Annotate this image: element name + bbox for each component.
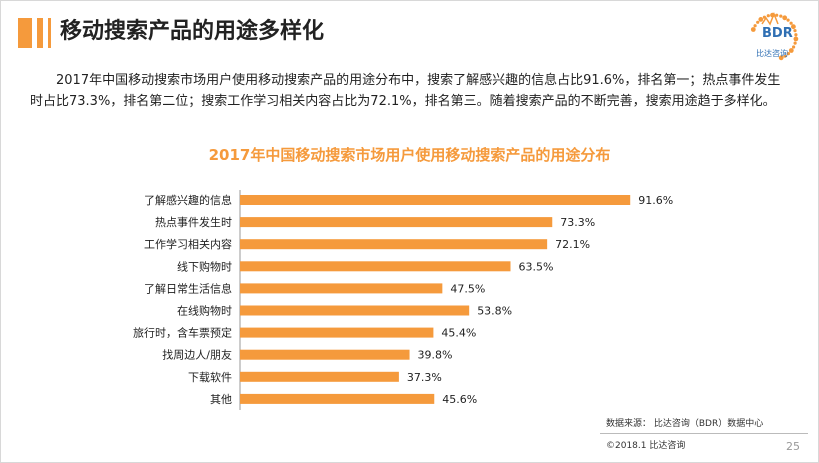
page-title: 移动搜索产品的用途多样化 <box>60 19 325 44</box>
category-label: 了解感兴趣的信息 <box>144 193 232 207</box>
bar <box>240 393 435 404</box>
value-label: 91.6% <box>638 194 673 207</box>
intro-paragraph: 2017年中国移动搜索市场用户使用移动搜索产品的用途分布中，搜索了解感兴趣的信息… <box>30 73 781 109</box>
category-label: 旅行时，含车票预定 <box>133 326 232 340</box>
bar <box>240 217 553 228</box>
value-label: 37.3% <box>407 371 442 384</box>
value-label: 63.5% <box>519 260 554 273</box>
value-label: 39.8% <box>418 349 453 362</box>
value-label: 47.5% <box>450 282 485 295</box>
bar <box>240 195 631 205</box>
bar-chart: 了解感兴趣的信息 91.6% 热点事件发生时 73.3% 工作学习相关内容 72.1% 线下… <box>133 190 673 410</box>
value-label: 72.1% <box>555 238 590 251</box>
bar <box>240 305 470 316</box>
logo-text: BDR <box>762 26 793 41</box>
category-label: 热点事件发生时 <box>155 215 232 229</box>
bar <box>240 327 434 338</box>
bdr-logo: BDR 比达咨询 <box>744 10 804 64</box>
value-label: 73.3% <box>560 216 595 229</box>
value-label: 45.6% <box>442 393 477 406</box>
logo-subtext: 比达咨询 <box>756 49 788 58</box>
chart-title: 2017年中国移动搜索市场用户使用移动搜索产品的用途分布 <box>208 146 611 164</box>
bar <box>240 239 548 250</box>
category-label: 工作学习相关内容 <box>144 237 232 251</box>
category-label: 在线购物时 <box>177 304 232 318</box>
page-number: 25 <box>786 440 800 453</box>
bar <box>240 283 443 294</box>
footer-divider <box>600 433 808 434</box>
category-label: 线下购物时 <box>177 259 232 273</box>
copyright: ©2018.1 比达咨询 <box>606 441 686 451</box>
bar <box>240 349 410 360</box>
data-source: 数据来源： 比达咨询（BDR）数据中心 <box>606 419 764 429</box>
title-decoration-bar <box>48 18 51 48</box>
value-label: 53.8% <box>477 305 512 318</box>
bar <box>240 261 511 272</box>
category-label: 了解日常生活信息 <box>144 281 232 295</box>
title-decoration-bar <box>18 18 32 48</box>
value-label: 45.4% <box>441 327 476 340</box>
category-label: 下载软件 <box>188 370 232 384</box>
category-label: 其他 <box>210 393 232 406</box>
title-decoration-bar <box>37 18 43 48</box>
logo-ring-icon <box>750 11 799 61</box>
category-label: 找周边人/朋友 <box>162 348 232 362</box>
bar <box>240 371 399 382</box>
